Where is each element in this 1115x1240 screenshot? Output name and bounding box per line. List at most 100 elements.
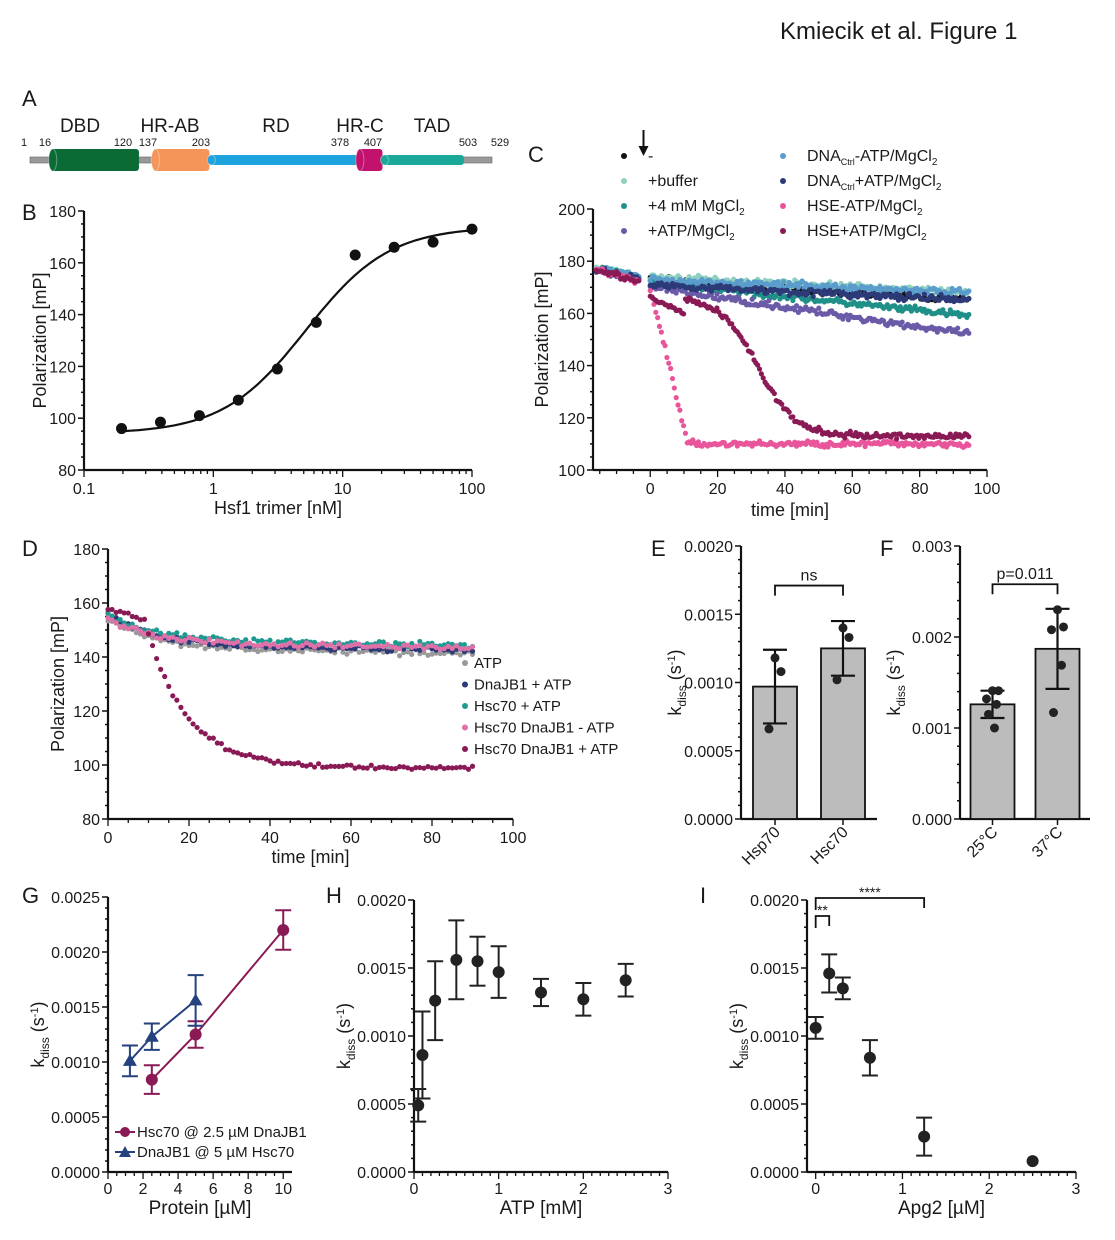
y-tick-label: 120 — [49, 359, 76, 376]
data-point — [105, 606, 111, 613]
data-point — [316, 642, 322, 648]
series-line — [151, 929, 285, 1081]
data-point — [129, 613, 135, 620]
data-point — [275, 758, 281, 764]
domain-cap — [48, 148, 58, 172]
data-point — [109, 606, 115, 613]
legend-marker — [621, 153, 627, 159]
data-point — [893, 436, 900, 442]
y-tick-label: 0.0020 — [51, 945, 100, 962]
data-point — [397, 641, 403, 647]
y-axis-label: kdiss (s-1) — [665, 649, 689, 715]
data-point — [279, 642, 285, 648]
data-point — [162, 633, 168, 639]
data-point — [847, 295, 853, 301]
replicate-point — [982, 694, 991, 704]
data-point — [899, 319, 905, 325]
x-axis-label: Apg2 [µM] — [898, 1198, 985, 1219]
legend-marker — [780, 178, 786, 184]
data-point — [906, 290, 913, 297]
data-point — [113, 620, 119, 626]
x-tick-label: 1 — [494, 1181, 503, 1198]
data-point — [117, 624, 123, 630]
domain-tad: TAD — [379, 116, 464, 166]
data-point — [966, 330, 972, 336]
domain-label: HR-C — [336, 116, 384, 137]
data-point — [243, 752, 249, 759]
x-tick-label: 20 — [709, 481, 727, 498]
domain-body — [50, 149, 139, 171]
data-point — [188, 993, 203, 1006]
data-point — [895, 297, 902, 303]
data-point — [471, 955, 484, 968]
data-point — [166, 635, 172, 641]
replicate-point — [1059, 622, 1068, 632]
data-point — [792, 307, 798, 313]
data-point — [469, 644, 476, 650]
data-point — [105, 615, 111, 621]
data-point — [668, 365, 674, 372]
data-point — [966, 434, 972, 440]
data-point — [368, 762, 374, 768]
data-point — [658, 329, 664, 335]
data-point — [376, 643, 382, 649]
data-point — [647, 278, 653, 284]
data-point — [295, 644, 301, 650]
replicate-point — [776, 667, 786, 677]
data-point — [352, 646, 358, 652]
panel-label-g: G — [22, 883, 39, 908]
legend: ATP DnaJB1 + ATP Hsc70 + ATP Hsc70 DnaJB1 -… — [462, 655, 618, 758]
data-point — [247, 751, 253, 758]
data-point — [441, 765, 447, 772]
data-point — [376, 764, 382, 771]
data-point — [380, 639, 386, 645]
data-point — [664, 354, 670, 361]
data-point — [344, 651, 350, 657]
data-point — [141, 631, 148, 637]
x-tick-label: 4 — [174, 1181, 183, 1198]
data-point — [340, 763, 346, 769]
data-point — [433, 765, 439, 771]
x-tick-label: 1 — [209, 481, 218, 498]
x-tick-label: 40 — [261, 830, 279, 847]
data-point — [336, 641, 342, 647]
data-point — [295, 640, 301, 646]
data-point — [577, 993, 590, 1006]
y-tick-label: 100 — [558, 463, 585, 480]
data-point — [360, 648, 366, 655]
legend-marker — [780, 228, 786, 234]
data-point — [162, 673, 168, 680]
data-point — [344, 762, 350, 768]
data-point — [210, 640, 216, 646]
data-point — [352, 641, 358, 647]
legend-marker — [462, 703, 468, 709]
data-point — [966, 296, 972, 302]
y-tick-label: 160 — [558, 306, 585, 323]
y-tick-label: 160 — [73, 596, 100, 613]
data-point — [206, 735, 212, 741]
data-point — [226, 640, 233, 646]
data-point — [449, 641, 455, 647]
data-point — [193, 410, 205, 422]
data-point — [955, 325, 961, 331]
data-point — [344, 643, 350, 649]
x-tick-label: 2 — [579, 1181, 588, 1198]
data-point — [401, 764, 407, 770]
y-tick-label: 0.0005 — [684, 744, 733, 761]
data-point — [437, 764, 443, 770]
domain-label: HR-AB — [140, 116, 199, 137]
legend-label: DNACtrl+ATP/MgCl2 — [807, 173, 942, 193]
data-point — [416, 1049, 429, 1062]
data-point — [673, 395, 679, 401]
data-point — [113, 614, 119, 621]
data-point — [255, 643, 261, 649]
data-point — [295, 760, 301, 766]
data-point — [680, 423, 687, 429]
data-point — [775, 278, 781, 285]
data-point — [492, 966, 505, 979]
panel-h: H 0.0000 0.0005 0.0010 0.0015 0.0020 0 1 2 3 ATP [… — [326, 883, 673, 1219]
replicate-point — [990, 723, 999, 733]
y-tick-label: 0.001 — [912, 721, 952, 738]
y-tick-label: 0.0005 — [750, 1097, 799, 1114]
data-point — [392, 644, 399, 650]
